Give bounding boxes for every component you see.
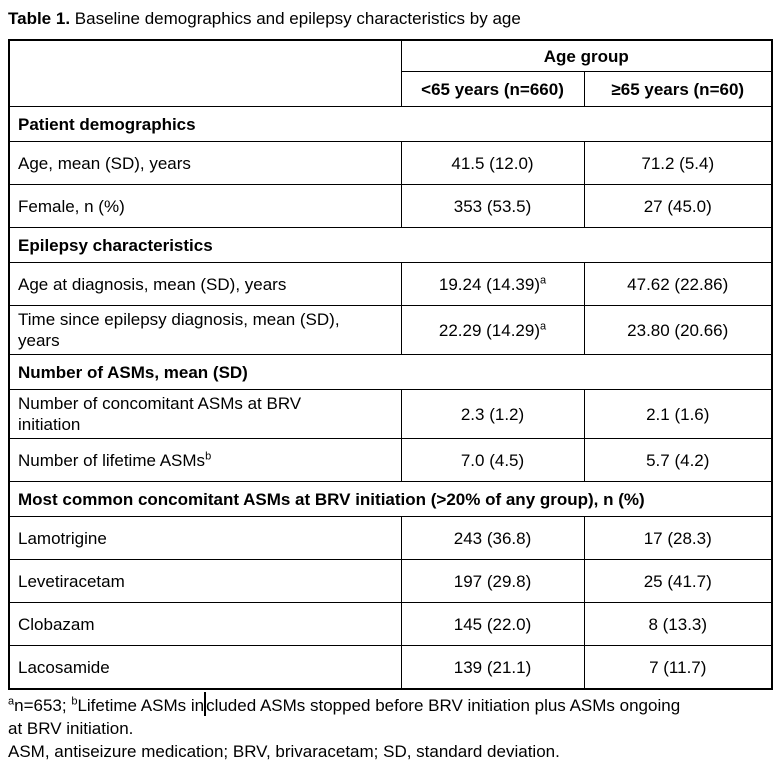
demographics-table: Age group <65 years (n=660) ≥65 years (n…	[8, 39, 773, 690]
row-label: Age, mean (SD), years	[8, 141, 402, 185]
value-under65: 197 (29.8)	[400, 559, 585, 603]
section-heading: Epilepsy characteristics	[8, 227, 773, 263]
value-over65: 23.80 (20.66)	[583, 305, 773, 355]
table-row: Age at diagnosis, mean (SD), years 19.24…	[8, 262, 773, 306]
footnote-marker-a: a	[8, 695, 15, 708]
table-row: Time since epilepsy diagnosis, mean (SD)…	[8, 305, 773, 355]
header-row-group: Age group	[8, 39, 773, 107]
row-label: Lacosamide	[8, 645, 402, 690]
header-row-columns: <65 years (n=660) ≥65 years (n=60)	[9, 71, 773, 107]
header-col-under65: <65 years (n=660)	[400, 71, 585, 107]
value-under65: 19.24 (14.39)a	[400, 262, 585, 306]
table-row: Clobazam 145 (22.0) 8 (13.3)	[8, 602, 773, 646]
header-empty-cell	[8, 39, 402, 107]
row-label: Time since epilepsy diagnosis, mean (SD)…	[8, 305, 402, 355]
row-label: Number of concomitant ASMs at BRV initia…	[8, 389, 402, 439]
value-over65: 8 (13.3)	[583, 602, 773, 646]
value-over65: 27 (45.0)	[583, 184, 773, 228]
table-row: Female, n (%) 353 (53.5) 27 (45.0)	[8, 184, 773, 228]
value-over65: 5.7 (4.2)	[583, 438, 773, 482]
footnote-marker-b: b	[71, 695, 78, 708]
footnote-1: an=653; bLifetime ASMs in cluded ASMs sto…	[8, 692, 771, 740]
row-label: Lamotrigine	[8, 516, 402, 560]
value-under65: 243 (36.8)	[400, 516, 585, 560]
value-under65: 41.5 (12.0)	[400, 141, 585, 185]
row-label: Female, n (%)	[8, 184, 402, 228]
table-row: Lamotrigine 243 (36.8) 17 (28.3)	[8, 516, 773, 560]
text-cursor	[204, 692, 207, 716]
table-row: Levetiracetam 197 (29.8) 25 (41.7)	[8, 559, 773, 603]
table-row: Number of concomitant ASMs at BRV initia…	[8, 389, 773, 439]
table-caption-number: Table 1.	[8, 9, 71, 28]
row-label: Number of lifetime ASMsb	[8, 438, 402, 482]
section-row-most-common-asms: Most common concomitant ASMs at BRV init…	[8, 481, 773, 517]
value-under65: 353 (53.5)	[400, 184, 585, 228]
table-row: Lacosamide 139 (21.1) 7 (11.7)	[8, 645, 773, 690]
row-label: Clobazam	[8, 602, 402, 646]
table-caption-text: Baseline demographics and epilepsy chara…	[74, 9, 521, 28]
section-heading: Patient demographics	[8, 106, 773, 142]
value-over65: 25 (41.7)	[583, 559, 773, 603]
footnote-marker-a: a	[540, 319, 547, 332]
table-footnotes: an=653; bLifetime ASMs in cluded ASMs sto…	[8, 692, 771, 763]
value-over65: 2.1 (1.6)	[583, 389, 773, 439]
section-row-epilepsy-characteristics: Epilepsy characteristics	[8, 227, 773, 263]
value-over65: 71.2 (5.4)	[583, 141, 773, 185]
value-under65: 7.0 (4.5)	[400, 438, 585, 482]
value-under65: 139 (21.1)	[400, 645, 585, 690]
footnote-marker-a: a	[540, 273, 547, 286]
value-over65: 7 (11.7)	[583, 645, 773, 690]
section-heading: Number of ASMs, mean (SD)	[8, 354, 773, 390]
value-over65: 17 (28.3)	[583, 516, 773, 560]
header-age-group: Age group	[400, 39, 773, 72]
table-row: Age, mean (SD), years 41.5 (12.0) 71.2 (…	[8, 141, 773, 185]
value-under65: 2.3 (1.2)	[400, 389, 585, 439]
row-label: Age at diagnosis, mean (SD), years	[8, 262, 402, 306]
footnote-2: ASM, antiseizure medication; BRV, brivar…	[8, 742, 560, 761]
section-row-patient-demographics: Patient demographics	[8, 106, 773, 142]
value-under65: 22.29 (14.29)a	[400, 305, 585, 355]
footnote-marker-b: b	[205, 449, 212, 462]
value-under65: 145 (22.0)	[400, 602, 585, 646]
table-caption: Table 1. Baseline demographics and epile…	[8, 8, 771, 29]
section-row-number-of-asms: Number of ASMs, mean (SD)	[8, 354, 773, 390]
header-col-over65: ≥65 years (n=60)	[583, 71, 773, 107]
table-row: Number of lifetime ASMsb 7.0 (4.5) 5.7 (…	[8, 438, 773, 482]
section-heading: Most common concomitant ASMs at BRV init…	[8, 481, 773, 517]
row-label: Levetiracetam	[8, 559, 402, 603]
value-over65: 47.62 (22.86)	[583, 262, 773, 306]
